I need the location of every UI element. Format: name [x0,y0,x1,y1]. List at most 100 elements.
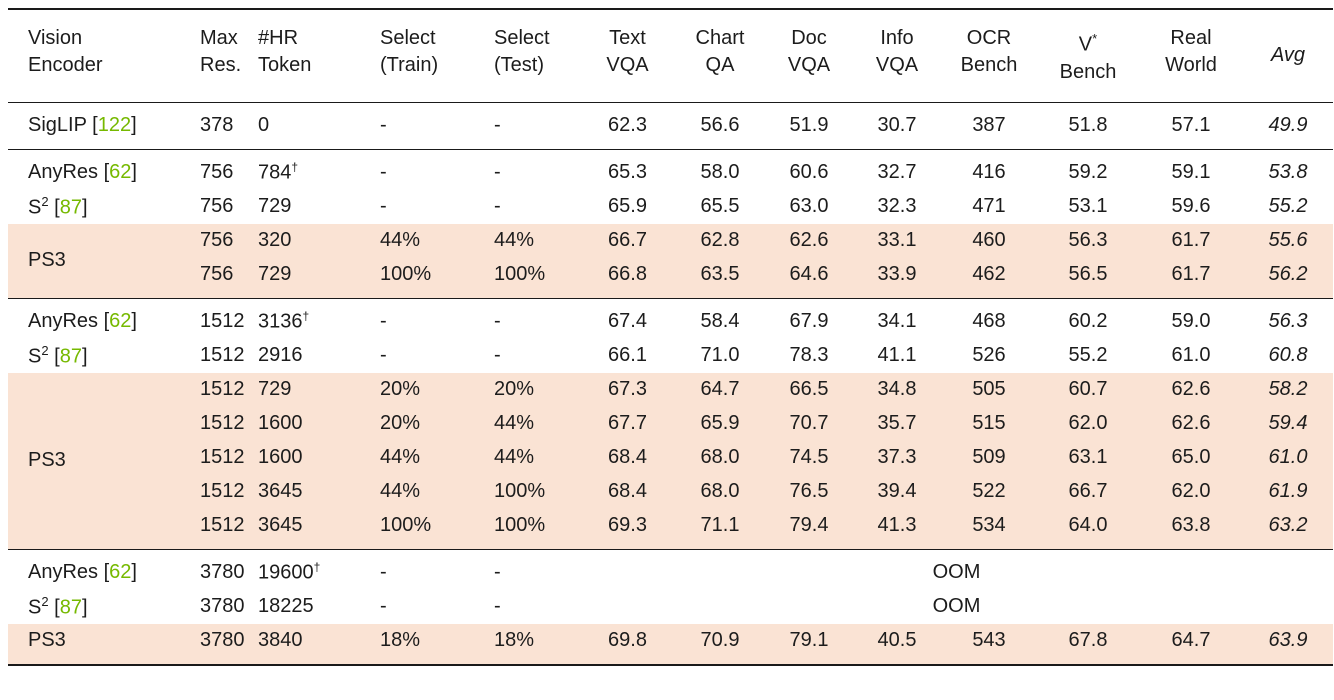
citation-link[interactable]: 62 [109,161,132,184]
max-res-cell: 1512 [200,406,258,441]
info-vqa-cell: 32.3 [877,195,917,218]
doc-vqa-cell: 79.1 [765,623,853,665]
real-world-cell: 59.1 [1171,161,1211,184]
text-vqa-cell: 68.4 [580,474,675,509]
v-bench-cell: 63.1 [1037,440,1139,475]
header-line: Doc [791,27,827,49]
chart-qa-cell: 71.0 [700,344,740,367]
header-line: OCR [966,27,1012,49]
oom-cell: OOM [932,561,981,584]
header-line: Avg [1270,44,1306,67]
chart-qa-cell: 68.0 [675,440,765,475]
row-group-1: SigLIP [122] 378 0 - - 62.3 56.6 51.9 30.7 387 51.… [8,102,1333,149]
hr-token-cell: 3645 [258,474,350,509]
select-train-cell: 20% [350,406,464,441]
hr-token-cell: 18225 [258,595,314,618]
avg-cell: 49.9 [1268,114,1308,137]
header-line: Select [380,27,436,49]
header-line: Bench [960,54,1018,76]
info-vqa-cell: 33.1 [853,223,941,258]
ps3-row: PS3 3780 3840 18% 18% 69.8 70.9 79.1 40.5 543 67.8… [8,623,1333,665]
ocr-bench-cell: 509 [941,440,1037,475]
encoder-superscript: 2 [41,193,49,209]
max-res-cell: 3780 [200,623,258,665]
select-test-cell: - [494,310,501,333]
avg-cell: 56.2 [1243,257,1333,299]
hr-token-cell: 729 [258,257,350,299]
real-world-cell: 59.0 [1171,310,1211,333]
col-header-select-test: Select (Test) [464,9,580,102]
max-res-cell: 1512 [200,440,258,475]
text-vqa-cell: 66.8 [580,257,675,299]
ps3-row: 1512 1600 44% 44% 68.4 68.0 74.5 37.3 509 63.1 65.… [8,440,1333,475]
row-group-2: AnyRes [62] 756 784† - - 65.3 58.0 60.6 32.7 416 5… [8,149,1333,299]
v-bench-cell: 66.7 [1037,474,1139,509]
doc-vqa-cell: 60.6 [789,161,829,184]
header-line: Real [1170,27,1212,49]
encoder-cell: PS3 [8,372,200,550]
row-group-4: AnyRes [62] 3780 19600† - - OOM S2 [87] 3780 182… [8,549,1333,665]
info-vqa-cell: 33.9 [853,257,941,299]
doc-vqa-cell: 67.9 [789,310,829,333]
hr-token-cell: 19600† [258,560,321,584]
v-bench-cell: 51.8 [1068,114,1108,137]
max-res-cell: 1512 [200,508,258,550]
encoder-name: AnyRes [28,161,99,184]
header-line: VQA [606,54,649,76]
real-world-cell: 62.6 [1139,372,1243,407]
ps3-row: 1512 3645 44% 100% 68.4 68.0 76.5 39.4 522 66.7 62… [8,474,1333,509]
v-bench-cell: 62.0 [1037,406,1139,441]
col-header-select-train: Select (Train) [350,9,464,102]
citation-link[interactable]: 62 [109,310,132,333]
doc-vqa-cell: 63.0 [789,195,829,218]
text-vqa-cell: 69.3 [580,508,675,550]
select-train-cell: 44% [350,223,464,258]
chart-qa-cell: 65.5 [700,195,740,218]
text-vqa-cell: 66.7 [580,223,675,258]
select-train-cell: 100% [350,257,464,299]
chart-qa-cell: 58.0 [700,161,740,184]
vstar-label: V [1078,33,1093,56]
real-world-cell: 57.1 [1171,114,1211,137]
chart-qa-cell: 63.5 [675,257,765,299]
doc-vqa-cell: 76.5 [765,474,853,509]
real-world-cell: 62.0 [1139,474,1243,509]
encoder-name: PS3 [28,449,66,472]
citation-link[interactable]: 87 [59,196,82,219]
citation-link[interactable]: 62 [109,561,132,584]
ocr-bench-cell: 515 [941,406,1037,441]
select-test-cell: - [494,561,501,584]
citation-link[interactable]: 122 [97,114,132,137]
max-res-cell: 1512 [200,372,258,407]
citation-link[interactable]: 87 [59,345,82,368]
citation-link[interactable]: 87 [59,596,82,619]
ocr-bench-cell: 543 [941,623,1037,665]
text-vqa-cell: 65.3 [608,161,647,184]
avg-cell: 53.8 [1268,161,1308,184]
col-header-info-vqa: Info VQA [853,9,941,102]
header-line: (Test) [494,54,544,76]
info-vqa-cell: 34.8 [853,372,941,407]
v-bench-cell: 53.1 [1068,195,1108,218]
col-header-vstar-bench: V* Bench [1037,9,1139,102]
header-line: Res. [200,54,242,76]
ps3-row: PS3 1512 729 20% 20% 67.3 64.7 66.5 34.8 505 60.7 6… [8,372,1333,550]
text-vqa-cell: 68.4 [580,440,675,475]
v-bench-cell: 67.8 [1037,623,1139,665]
avg-cell: 63.9 [1243,623,1333,665]
dagger-icon: † [313,560,321,575]
real-world-cell: 61.7 [1139,257,1243,299]
info-vqa-cell: 30.7 [877,114,917,137]
real-world-cell: 61.7 [1139,223,1243,258]
encoder-name: PS3 [28,629,66,652]
ocr-bench-cell: 505 [941,372,1037,407]
header-line: Encoder [28,54,103,76]
col-header-vision-encoder: Vision Encoder [8,9,200,102]
info-vqa-cell: 34.1 [877,310,917,333]
col-header-text-vqa: Text VQA [580,9,675,102]
avg-cell: 61.9 [1243,474,1333,509]
select-train-cell: - [380,561,387,584]
max-res-cell: 1512 [200,310,245,333]
avg-cell: 59.4 [1243,406,1333,441]
select-test-cell: 20% [464,372,580,407]
